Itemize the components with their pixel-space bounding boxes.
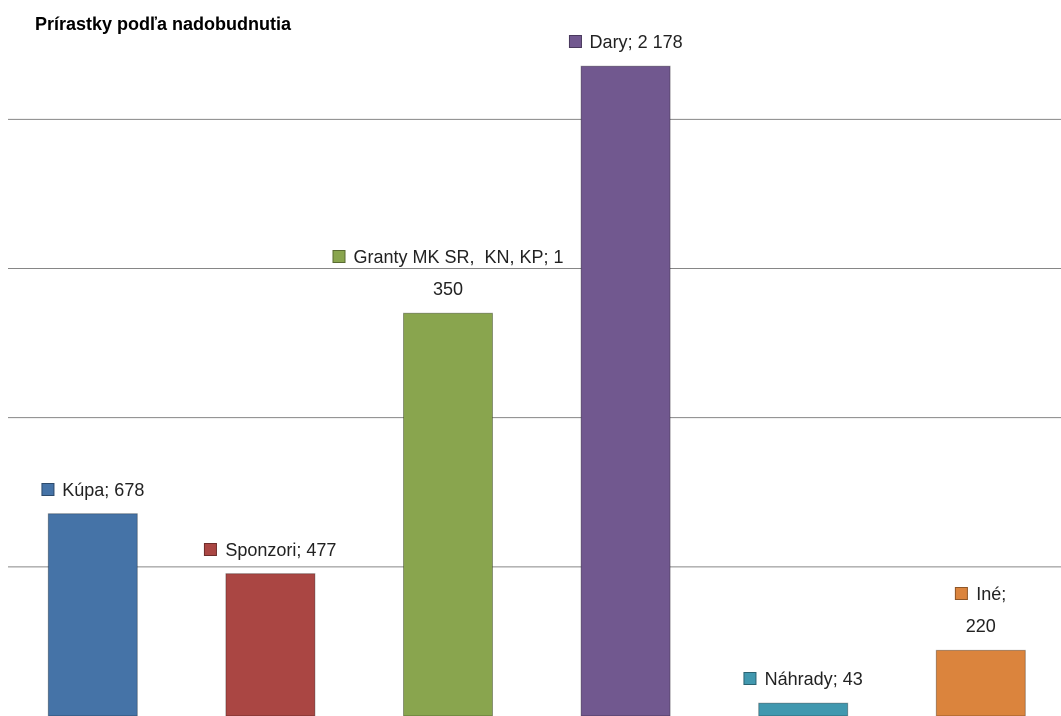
legend-key xyxy=(743,672,757,686)
chart-title: Prírastky podľa nadobudnutia xyxy=(35,14,291,34)
bar xyxy=(225,573,316,716)
label-category: Dary xyxy=(589,32,628,53)
label-category: Iné xyxy=(976,584,1002,605)
bar xyxy=(935,649,1026,716)
data-label: Granty MK SR, KN, KP; 1 350 xyxy=(326,241,571,305)
legend-key xyxy=(332,250,346,264)
label-value: 1 350 xyxy=(432,247,569,300)
label-separator: ; xyxy=(832,669,843,690)
legend-key xyxy=(204,542,218,556)
label-separator: ; xyxy=(543,247,554,268)
data-label: Sponzori; 477 xyxy=(204,534,336,566)
label-value: 2 178 xyxy=(637,32,683,53)
label-category: Sponzori xyxy=(225,539,297,560)
data-label: Dary; 2 178 xyxy=(568,26,683,58)
label-separator: ; xyxy=(1001,584,1012,605)
data-label: Kúpa; 678 xyxy=(41,474,144,506)
data-label: Náhrady; 43 xyxy=(743,663,863,695)
label-separator: ; xyxy=(627,32,638,53)
label-value: 678 xyxy=(114,479,145,500)
legend-key xyxy=(568,35,582,49)
legend-key xyxy=(41,482,55,496)
bar xyxy=(403,312,493,716)
bar xyxy=(758,702,849,716)
label-category: Náhrady xyxy=(764,669,833,690)
label-value: 220 xyxy=(965,616,996,637)
label-category: Granty MK SR, KN, KP xyxy=(353,247,544,268)
label-separator: ; xyxy=(104,479,115,500)
label-category: Kúpa xyxy=(62,479,105,500)
bar xyxy=(47,513,138,716)
label-value: 477 xyxy=(306,539,337,560)
label-value: 43 xyxy=(842,669,863,690)
label-separator: ; xyxy=(296,539,307,560)
legend-key xyxy=(955,587,969,601)
bar xyxy=(580,65,671,716)
data-label: Iné; 220 xyxy=(941,578,1021,642)
